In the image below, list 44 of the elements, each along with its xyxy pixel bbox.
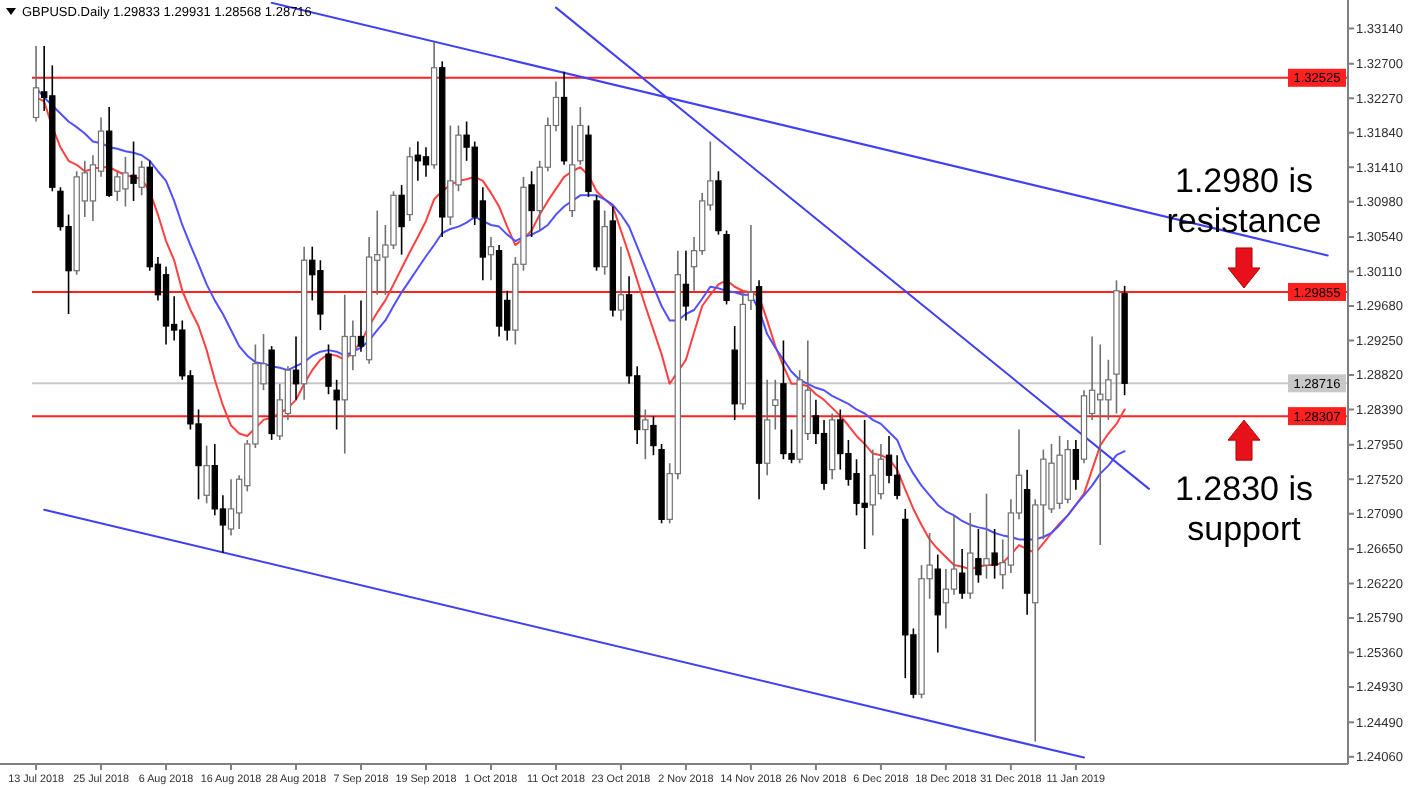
candlestick xyxy=(869,448,876,537)
annotation: 1.2830 is support xyxy=(1175,470,1313,549)
candlestick xyxy=(325,343,332,396)
candlestick xyxy=(1048,443,1055,514)
candlestick xyxy=(967,512,974,600)
candlestick xyxy=(32,45,40,123)
candlestick xyxy=(1072,439,1080,491)
candlestick xyxy=(772,378,779,431)
candlestick xyxy=(357,299,365,353)
candlestick xyxy=(203,444,210,505)
candlestick xyxy=(934,553,941,654)
candlestick xyxy=(942,568,950,630)
candlestick xyxy=(577,106,584,166)
candlestick xyxy=(601,209,608,276)
candlestick xyxy=(975,528,982,584)
candlestick xyxy=(130,140,137,202)
candlestick xyxy=(398,184,405,256)
candlestick xyxy=(958,548,966,600)
candlestick xyxy=(642,408,649,460)
candlestick xyxy=(861,419,868,550)
candlestick xyxy=(650,415,657,456)
candlestick xyxy=(227,478,235,537)
candlestick xyxy=(983,492,990,580)
candlestick xyxy=(682,249,690,322)
candlestick xyxy=(747,224,755,311)
candlestick xyxy=(1105,358,1112,421)
candlestick xyxy=(991,528,998,580)
candlestick xyxy=(950,514,958,596)
candlestick xyxy=(853,458,860,517)
candlestick xyxy=(893,454,901,501)
candlestick xyxy=(114,170,121,202)
candlestick xyxy=(877,443,885,501)
annotation: 1.2980 is resistance xyxy=(1166,161,1322,240)
candlestick xyxy=(569,124,576,218)
candlestick xyxy=(487,236,495,282)
candlestick xyxy=(617,245,625,322)
candlestick xyxy=(122,156,129,208)
candlestick xyxy=(138,160,145,197)
candlestick xyxy=(763,378,771,477)
candlestick xyxy=(528,170,535,238)
candlestick xyxy=(447,124,454,226)
candlestick xyxy=(333,378,340,431)
candlestick xyxy=(317,259,324,331)
candlestick xyxy=(422,146,430,178)
